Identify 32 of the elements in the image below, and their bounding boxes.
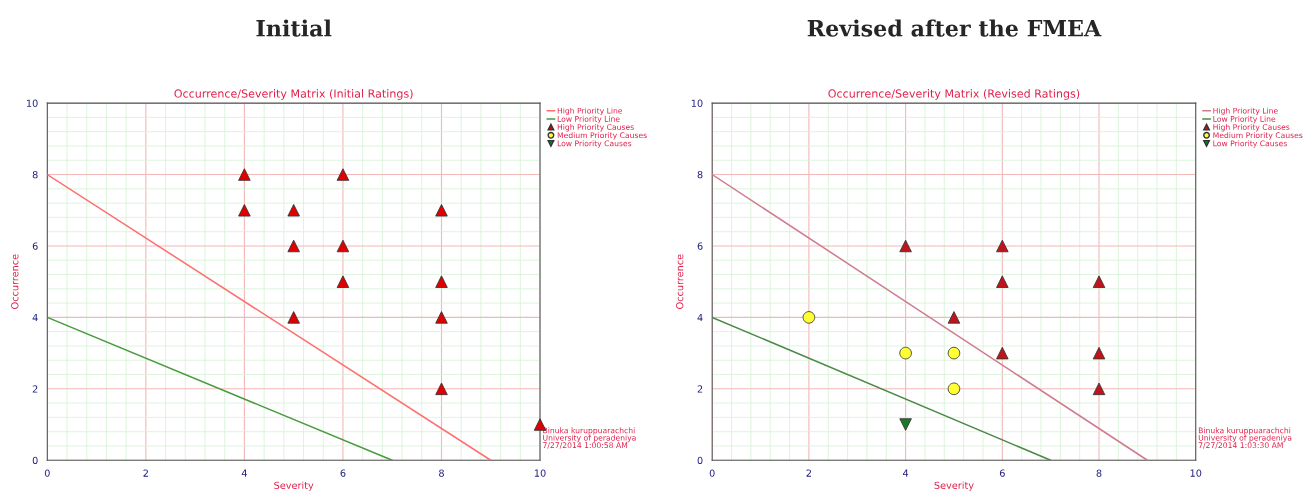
y-tick-label: 2	[697, 385, 703, 393]
y-tick-label: 10	[26, 99, 38, 107]
y-tick-label: 4	[32, 314, 38, 322]
x-tick-label: 10	[1190, 469, 1202, 477]
x-tick-label: 8	[1096, 469, 1102, 477]
x-tick-label: 6	[999, 469, 1005, 477]
x-tick-label: 0	[709, 469, 715, 477]
chart-title: Initial	[256, 19, 332, 37]
chart-title: Revised after the FMEA	[807, 19, 1102, 37]
x-axis-title: Severity	[274, 481, 314, 491]
x-tick-label: 4	[241, 469, 247, 477]
y-tick-label: 0	[32, 456, 38, 465]
x-tick-label: 4	[902, 469, 909, 477]
y-tick-label: 6	[697, 242, 703, 250]
y-tick-label: 6	[32, 242, 38, 250]
chart-subtitle: Occurrence/Severity Matrix (Initial Ratings)	[174, 89, 413, 100]
y-axis-title: Occurrence	[11, 254, 19, 309]
y-tick-label: 4	[697, 314, 703, 322]
x-tick-label: 0	[44, 469, 50, 477]
x-tick-label: 8	[439, 469, 444, 477]
x-axis-title: Severity	[934, 481, 974, 491]
x-tick-label: 6	[340, 469, 346, 477]
y-tick-label: 0	[697, 456, 703, 465]
chart-subtitle: Occurrence/Severity Matrix (Revised Ratings)	[828, 89, 1080, 100]
y-axis-title: Occurrence	[676, 254, 684, 309]
y-tick-label: 8	[32, 171, 38, 179]
y-tick-label: 10	[691, 99, 703, 107]
y-tick-label: 2	[32, 385, 38, 393]
x-tick-label: 2	[806, 469, 812, 477]
y-tick-label: 8	[697, 171, 703, 179]
x-tick-label: 10	[534, 469, 546, 477]
x-tick-label: 2	[143, 469, 148, 477]
